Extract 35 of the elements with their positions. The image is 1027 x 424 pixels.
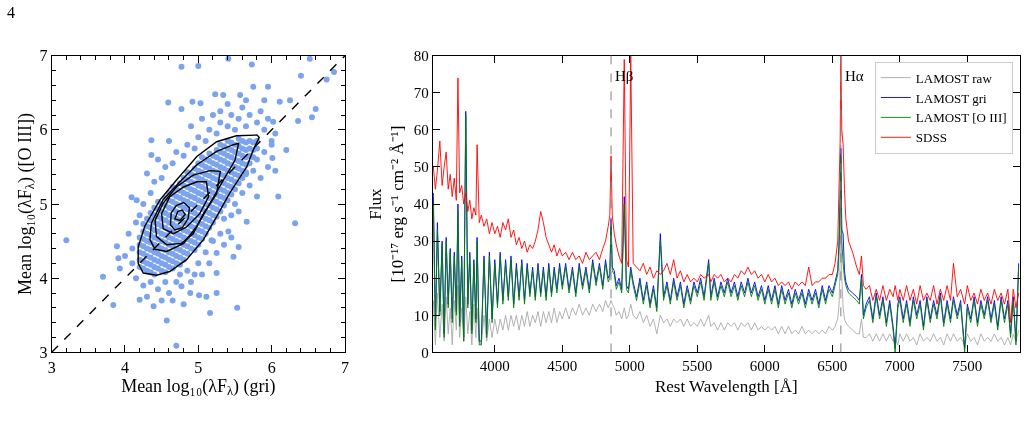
- x-tick-label: 5000: [614, 358, 645, 375]
- x-tick-label: 4: [120, 358, 129, 376]
- x-tick-label: 7500: [952, 358, 983, 375]
- y-tick-label: 10: [413, 307, 429, 324]
- y-tick-label: 7: [39, 47, 48, 65]
- x-tick-label: 5: [194, 358, 203, 376]
- legend-label: LAMOST raw: [915, 70, 993, 86]
- y-tick-label: 80: [413, 47, 429, 64]
- legend-label: LAMOST gri: [915, 90, 988, 106]
- y-tick-label: 5: [39, 195, 48, 213]
- x-tick-label: 6000: [749, 358, 780, 375]
- y-tick-label: 70: [413, 85, 429, 102]
- y-tick-label: 3: [39, 343, 48, 361]
- x-tick-label: 7000: [884, 358, 915, 375]
- x-tick-label: 6500: [817, 358, 848, 375]
- ref-line-label: Hα: [845, 68, 864, 84]
- text: 4: [7, 4, 15, 21]
- y-tick-label: 4: [39, 269, 48, 287]
- y-tick-label: 6: [39, 121, 48, 139]
- x-tick-label: 7: [340, 358, 349, 376]
- y-tick-label: 60: [413, 122, 429, 139]
- y-tick-label: 0: [421, 344, 429, 361]
- y-tick-label: 30: [413, 233, 429, 250]
- y-tick-label: 50: [413, 159, 429, 176]
- x-axis-title: Mean log₁₀(λF$_{λ}$) (gri): [121, 375, 276, 399]
- legend-label: SDSS: [915, 130, 947, 146]
- x-axis-title: Rest Wavelength [Å]: [654, 376, 798, 396]
- y-tick-label: 40: [413, 196, 429, 213]
- x-tick-label: 5500: [682, 358, 713, 375]
- y-tick-label: 20: [413, 270, 429, 287]
- x-tick-label: 4000: [479, 358, 510, 375]
- x-tick-label: 4500: [547, 358, 578, 375]
- x-tick-label: 6: [267, 358, 276, 376]
- legend-label: LAMOST [O III]: [915, 110, 1007, 126]
- y-axis-title: Flux [10⁻¹⁷ erg s⁻¹ cm⁻² Å⁻¹]: [366, 125, 408, 283]
